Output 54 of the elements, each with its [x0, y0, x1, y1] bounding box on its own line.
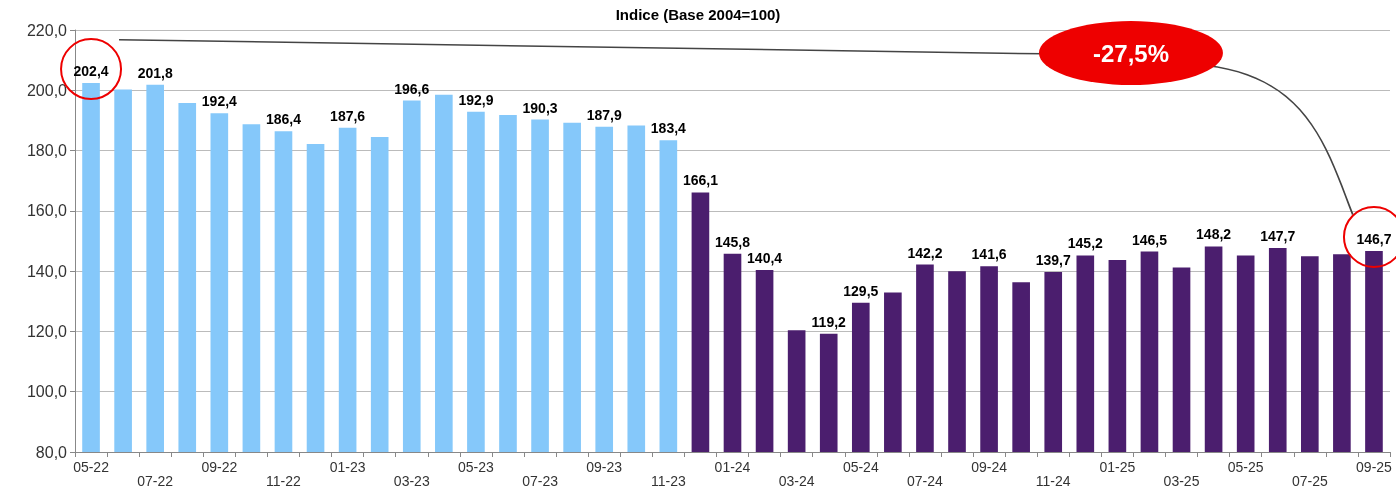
data-label: 145,8 [714, 233, 751, 250]
x-tick-label: 01-23 [329, 459, 366, 475]
data-label: 148,2 [1196, 226, 1232, 243]
y-tick-label: 140,0 [26, 262, 68, 280]
x-tick-label: 05-22 [73, 459, 110, 475]
data-label: 183,4 [650, 120, 687, 137]
chart-title: Indice (Base 2004=100) [615, 6, 781, 23]
x-tick-label: 07-24 [907, 473, 944, 489]
data-label: 166,1 [682, 172, 719, 189]
x-tick-label: 09-25 [1356, 459, 1393, 475]
x-tick-label: 03-25 [1163, 473, 1200, 489]
x-tick-label: 11-22 [266, 473, 302, 489]
data-label: 146,7 [1356, 230, 1392, 247]
data-label: 192,4 [201, 93, 238, 110]
x-tick-label: 11-24 [1035, 473, 1071, 489]
data-label: 192,9 [458, 91, 494, 108]
data-label: 146,5 [1131, 231, 1168, 248]
y-tick-label: 120,0 [26, 322, 68, 340]
x-tick-label: 09-24 [971, 459, 1008, 475]
y-tick-label: 80,0 [35, 443, 68, 461]
y-tick-label: 100,0 [26, 383, 68, 401]
x-tick-label: 03-24 [778, 473, 815, 489]
y-tick-label: 180,0 [26, 142, 68, 160]
x-tick-label: 07-22 [137, 473, 174, 489]
annotation: -27,5% [1092, 40, 1169, 68]
x-tick-label: 01-25 [1099, 459, 1136, 475]
x-tick-label: 03-23 [393, 473, 430, 489]
x-tick-label: 05-24 [842, 459, 879, 475]
x-tick-label: 05-23 [458, 459, 495, 475]
x-tick-label: 09-22 [201, 459, 238, 475]
data-label: 119,2 [811, 313, 847, 330]
data-label: 190,3 [522, 99, 558, 116]
y-tick-label: 220,0 [26, 21, 68, 39]
x-tick-label: 11-23 [650, 473, 686, 489]
x-tick-label: 07-23 [522, 473, 559, 489]
x-tick-label: 07-25 [1291, 473, 1328, 489]
data-label: 187,6 [330, 107, 366, 124]
data-label: 145,2 [1067, 235, 1104, 252]
y-tick-label: 160,0 [26, 202, 68, 220]
data-label: 202,4 [73, 63, 109, 80]
data-label: 141,6 [971, 246, 1007, 263]
data-label: 142,2 [907, 244, 943, 261]
data-label: 129,5 [843, 282, 879, 299]
data-label: 187,9 [586, 106, 622, 123]
x-tick-label: 05-25 [1227, 459, 1264, 475]
data-label: 201,8 [137, 64, 173, 81]
y-tick-label: 200,0 [26, 81, 68, 99]
data-label: 140,4 [747, 249, 783, 266]
data-label: 196,6 [394, 80, 430, 97]
x-tick-label: 01-24 [714, 459, 751, 475]
data-label: 186,4 [265, 111, 302, 128]
data-label: 139,7 [1035, 252, 1071, 269]
data-label: 147,7 [1260, 227, 1296, 244]
x-tick-label: 09-23 [586, 459, 623, 475]
